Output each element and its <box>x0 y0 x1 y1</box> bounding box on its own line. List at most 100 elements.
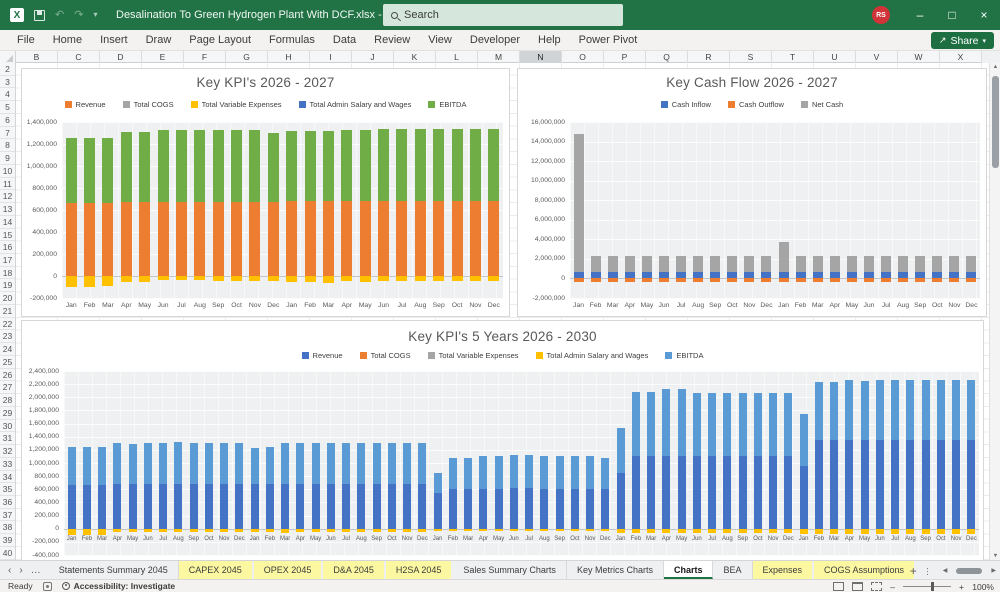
column-header-x[interactable]: X <box>940 51 982 63</box>
sheet-tab-bea[interactable]: BEA <box>713 561 753 579</box>
column-header-l[interactable]: L <box>436 51 478 63</box>
row-header-23[interactable]: 23 <box>0 330 15 344</box>
hscroll-left-icon[interactable]: ◀ <box>942 568 948 574</box>
row-header-8[interactable]: 8 <box>0 139 15 153</box>
row-header-7[interactable]: 7 <box>0 127 15 140</box>
row-header-13[interactable]: 13 <box>0 203 15 216</box>
minimize-button[interactable]: – <box>916 8 924 22</box>
qat-customize-button[interactable]: ▾ <box>93 10 98 19</box>
sheet-list-icon[interactable]: … <box>30 564 41 576</box>
zoom-level[interactable]: 100% <box>972 581 994 592</box>
accessibility-status[interactable]: Accessibility: Investigate <box>61 581 175 591</box>
save-button[interactable] <box>34 9 45 21</box>
row-header-38[interactable]: 38 <box>0 521 15 535</box>
column-header-s[interactable]: S <box>730 51 772 63</box>
zoom-slider-thumb[interactable] <box>931 582 935 591</box>
scroll-down-icon[interactable]: ▼ <box>992 553 999 559</box>
row-header-5[interactable]: 5 <box>0 101 15 114</box>
row-header-25[interactable]: 25 <box>0 356 15 369</box>
column-header-t[interactable]: T <box>772 51 814 63</box>
hscroll-right-icon[interactable]: ▶ <box>991 568 996 574</box>
ribbon-tab-formulas[interactable]: Formulas <box>269 33 315 46</box>
column-header-b[interactable]: B <box>16 51 58 63</box>
legend-item-ebitda[interactable]: EBITDA <box>428 100 466 109</box>
chart-key-kpis-2026-2027[interactable]: Key KPI's 2026 - 2027 Revenue Total COGS To… <box>21 68 510 317</box>
row-header-3[interactable]: 3 <box>0 76 15 89</box>
column-header-j[interactable]: J <box>352 51 394 63</box>
row-header-6[interactable]: 6 <box>0 114 15 127</box>
row-header-2[interactable]: 2 <box>0 63 15 76</box>
row-header-28[interactable]: 28 <box>0 394 15 407</box>
row-header-9[interactable]: 9 <box>0 152 15 165</box>
redo-button[interactable]: ↷ <box>74 8 84 21</box>
row-header-15[interactable]: 15 <box>0 229 15 242</box>
row-header-31[interactable]: 31 <box>0 432 15 446</box>
ribbon-tab-home[interactable]: Home <box>52 33 83 46</box>
sheet-tab-sales-summary-charts[interactable]: Sales Summary Charts <box>453 561 567 579</box>
page-break-view-icon[interactable] <box>871 582 883 591</box>
column-header-d[interactable]: D <box>100 51 142 63</box>
row-header-20[interactable]: 20 <box>0 292 15 305</box>
excel-app-icon[interactable]: X <box>10 8 24 22</box>
row-header-14[interactable]: 14 <box>0 216 15 229</box>
legend-item-ebitda[interactable]: EBITDA <box>665 351 703 360</box>
sheet-tab-statements-summary-2045[interactable]: Statements Summary 2045 <box>49 561 179 579</box>
row-header-24[interactable]: 24 <box>0 343 15 356</box>
kebab-menu-icon[interactable]: … <box>924 566 935 575</box>
page-layout-view-icon[interactable] <box>852 582 864 591</box>
ribbon-tab-page-layout[interactable]: Page Layout <box>189 33 252 46</box>
column-header-f[interactable]: F <box>184 51 226 63</box>
row-header-35[interactable]: 35 <box>0 483 15 496</box>
column-header-m[interactable]: M <box>478 51 520 63</box>
ribbon-tab-insert[interactable]: Insert <box>100 33 128 46</box>
legend-item-cash-outflow[interactable]: Cash Outflow <box>727 100 784 109</box>
sheet-tab-capex-2045[interactable]: CAPEX 2045 <box>178 561 254 579</box>
sheet-tab-cogs-assumptions[interactable]: COGS Assumptions <box>814 561 917 579</box>
row-header-34[interactable]: 34 <box>0 471 15 484</box>
zoom-in-button[interactable]: + <box>959 581 964 592</box>
legend-item-total-cogs[interactable]: Total COGS <box>359 351 411 360</box>
row-header-21[interactable]: 21 <box>0 305 15 318</box>
row-header-4[interactable]: 4 <box>0 88 15 102</box>
row-header-10[interactable]: 10 <box>0 165 15 178</box>
close-button[interactable]: × <box>980 8 988 22</box>
column-header-w[interactable]: W <box>898 51 940 63</box>
ribbon-tab-draw[interactable]: Draw <box>145 33 172 46</box>
share-button[interactable]: ↗ Share ▾ <box>930 32 994 49</box>
legend-item-total-admin-salary-and-wages[interactable]: Total Admin Salary and Wages <box>298 100 411 109</box>
row-header-30[interactable]: 30 <box>0 420 15 433</box>
next-sheet-icon[interactable]: › <box>19 564 23 576</box>
row-header-37[interactable]: 37 <box>0 509 15 522</box>
legend-item-total-admin-salary-and-wages[interactable]: Total Admin Salary and Wages <box>535 351 648 360</box>
sheet-tab-key-metrics-charts[interactable]: Key Metrics Charts <box>567 561 664 579</box>
zoom-slider[interactable] <box>903 582 952 591</box>
row-header-36[interactable]: 36 <box>0 496 15 509</box>
row-header-29[interactable]: 29 <box>0 407 15 420</box>
column-header-g[interactable]: G <box>226 51 268 63</box>
row-header-16[interactable]: 16 <box>0 241 15 255</box>
column-header-e[interactable]: E <box>142 51 184 63</box>
macro-record-icon[interactable] <box>42 581 52 591</box>
legend-item-total-variable-expenses[interactable]: Total Variable Expenses <box>427 351 519 360</box>
horizontal-scrollbar-thumb[interactable] <box>956 567 983 574</box>
row-header-33[interactable]: 33 <box>0 458 15 471</box>
column-header-h[interactable]: H <box>268 51 310 63</box>
sheet-tab-d-a-2045[interactable]: D&A 2045 <box>323 561 386 579</box>
row-header-18[interactable]: 18 <box>0 267 15 280</box>
ribbon-tab-power-pivot[interactable]: Power Pivot <box>578 33 638 46</box>
ribbon-tab-view[interactable]: View <box>428 33 452 46</box>
prev-sheet-icon[interactable]: ‹ <box>8 564 12 576</box>
row-header-32[interactable]: 32 <box>0 445 15 458</box>
legend-item-revenue[interactable]: Revenue <box>301 351 343 360</box>
vertical-scrollbar-thumb[interactable] <box>992 76 999 168</box>
row-header-39[interactable]: 39 <box>0 534 15 547</box>
restore-window-button[interactable]: □ <box>948 8 956 22</box>
scroll-up-icon[interactable]: ▲ <box>992 64 999 70</box>
column-header-r[interactable]: R <box>688 51 730 63</box>
sheet-grid[interactable]: 2 3 4 5 6 7 8 9 10 11 12 13 14 15 16 17 18 19 20 21 22 23 24 25… <box>0 63 1000 560</box>
ribbon-tab-review[interactable]: Review <box>374 33 411 46</box>
column-header-n[interactable]: N <box>520 51 562 63</box>
ribbon-tab-developer[interactable]: Developer <box>469 33 521 46</box>
row-header-11[interactable]: 11 <box>0 178 15 191</box>
legend-item-total-variable-expenses[interactable]: Total Variable Expenses <box>190 100 282 109</box>
